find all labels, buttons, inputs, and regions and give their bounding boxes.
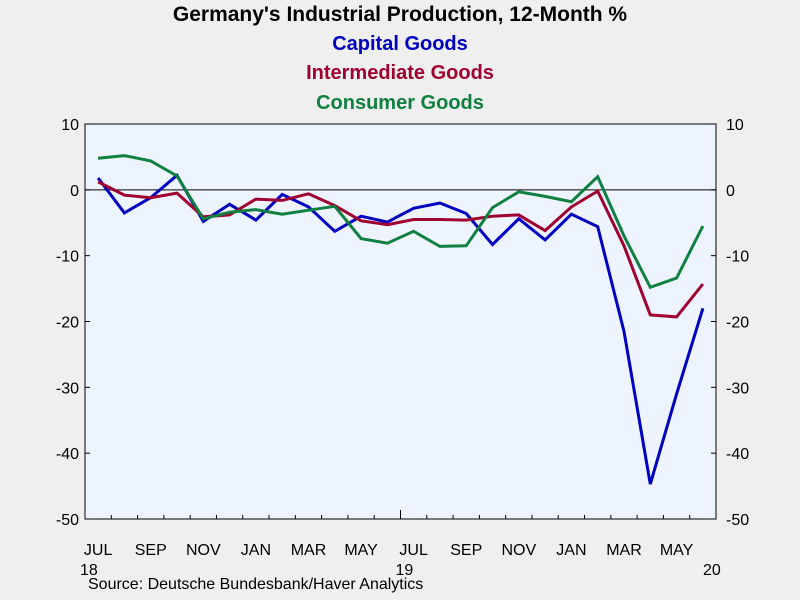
x-tick-label: JUL xyxy=(84,542,113,559)
x-year-label: 18 xyxy=(80,562,98,579)
y-tick-label-right: -10 xyxy=(726,249,749,266)
x-tick-label: JAN xyxy=(241,542,271,559)
x-tick-label: MAY xyxy=(344,542,378,559)
series-line-consumer-goods xyxy=(97,154,705,290)
x-tick-label: SEP xyxy=(135,542,167,559)
y-tick-label-left: 0 xyxy=(70,183,79,200)
x-tick-label: SEP xyxy=(450,542,482,559)
y-tick-label-right: -50 xyxy=(726,512,749,529)
x-tick-label: MAR xyxy=(291,542,327,559)
x-tick-label: NOV xyxy=(501,542,536,559)
y-tick-label-right: -40 xyxy=(726,446,749,463)
y-tick-label-left: -30 xyxy=(56,380,79,397)
subtitle-intermediate-goods: Intermediate Goods xyxy=(306,62,494,84)
y-tick-label-left: -20 xyxy=(56,315,79,332)
x-tick-label: NOV xyxy=(186,542,221,559)
chart-title: Germany's Industrial Production, 12-Mont… xyxy=(172,3,628,26)
source-note: Source: Deutsche Bundesbank/Haver Analyt… xyxy=(88,576,424,593)
y-tick-label-left: -40 xyxy=(56,446,79,463)
x-tick-label: JUL xyxy=(399,542,428,559)
y-tick-label-right: 10 xyxy=(726,117,744,134)
y-tick-label-right: 0 xyxy=(726,183,735,200)
x-tick-label: JAN xyxy=(556,542,586,559)
x-tick-label: MAY xyxy=(660,542,694,559)
x-tick-label: MAR xyxy=(606,542,642,559)
subtitle-consumer-goods: Consumer Goods xyxy=(316,92,484,114)
x-year-label: 19 xyxy=(396,562,414,579)
y-tick-label-left: 10 xyxy=(61,117,79,134)
y-tick-label-right: -30 xyxy=(726,380,749,397)
x-year-label: 20 xyxy=(703,562,721,579)
subtitle-capital-goods: Capital Goods xyxy=(332,33,468,55)
y-tick-label-right: -20 xyxy=(726,315,749,332)
y-tick-label-left: -10 xyxy=(56,249,79,266)
y-tick-label-left: -50 xyxy=(56,512,79,529)
